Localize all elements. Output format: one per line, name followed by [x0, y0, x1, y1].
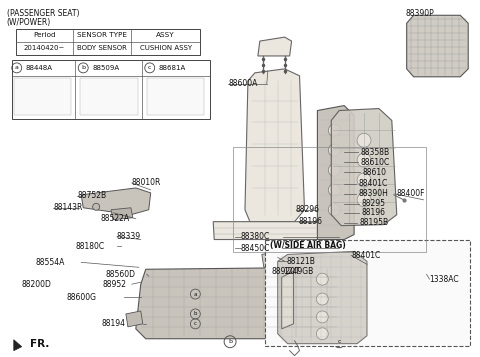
Text: 88752B: 88752B	[77, 191, 107, 200]
Circle shape	[357, 134, 371, 147]
Text: 88196: 88196	[361, 208, 385, 217]
Text: 88401C: 88401C	[358, 180, 387, 188]
Circle shape	[328, 184, 340, 196]
Text: 88952: 88952	[102, 280, 126, 289]
Text: 88180C: 88180C	[75, 242, 105, 251]
Text: 88390P: 88390P	[406, 9, 434, 18]
Text: 88509A: 88509A	[92, 65, 120, 71]
Polygon shape	[258, 37, 291, 56]
Text: c: c	[194, 321, 197, 326]
Text: 88143R: 88143R	[53, 203, 83, 212]
Circle shape	[328, 204, 340, 216]
Text: 88390H: 88390H	[358, 189, 388, 198]
Text: 88681A: 88681A	[158, 65, 186, 71]
Bar	[233, 147, 426, 252]
Text: 88121B: 88121B	[287, 257, 315, 266]
Text: (PASSENGER SEAT): (PASSENGER SEAT)	[7, 9, 79, 18]
Bar	[14, 78, 72, 116]
Text: (W/POWER): (W/POWER)	[7, 18, 51, 27]
Text: BODY SENSOR: BODY SENSOR	[77, 45, 127, 51]
Text: 88448A: 88448A	[26, 65, 53, 71]
Text: 88600A: 88600A	[228, 79, 257, 88]
Circle shape	[328, 144, 340, 156]
Text: b: b	[228, 339, 232, 344]
Text: SENSOR TYPE: SENSOR TYPE	[77, 32, 127, 38]
Text: 88196: 88196	[299, 217, 323, 226]
Text: CUSHION ASSY: CUSHION ASSY	[140, 45, 192, 51]
Polygon shape	[282, 271, 294, 329]
Polygon shape	[136, 267, 339, 339]
Text: 88560D: 88560D	[105, 270, 135, 279]
Polygon shape	[14, 340, 22, 351]
Polygon shape	[245, 69, 304, 222]
Text: a: a	[193, 292, 197, 297]
Circle shape	[316, 311, 328, 323]
Text: 88610: 88610	[362, 167, 386, 177]
Text: FR.: FR.	[30, 339, 49, 349]
Text: 88380C: 88380C	[241, 232, 270, 241]
Bar	[16, 29, 200, 55]
Text: Period: Period	[33, 32, 56, 38]
Text: 88920T: 88920T	[272, 267, 300, 276]
Text: 1338AC: 1338AC	[430, 275, 459, 284]
Text: 88600G: 88600G	[66, 293, 96, 302]
Text: a: a	[15, 65, 19, 70]
Text: 88194: 88194	[101, 320, 125, 328]
Text: 1249GB: 1249GB	[284, 267, 314, 276]
Text: ASSY: ASSY	[156, 32, 175, 38]
Text: 88610C: 88610C	[360, 158, 389, 167]
Text: b: b	[193, 311, 197, 316]
Bar	[265, 240, 470, 346]
Polygon shape	[213, 222, 322, 240]
Text: c: c	[148, 65, 152, 70]
Text: 88401C: 88401C	[351, 251, 380, 260]
Text: b: b	[81, 65, 85, 70]
Circle shape	[328, 164, 340, 176]
Text: 88522A: 88522A	[100, 214, 129, 223]
Polygon shape	[262, 251, 280, 267]
Circle shape	[357, 173, 371, 187]
Text: 88195B: 88195B	[359, 218, 388, 227]
Text: 88010R: 88010R	[132, 178, 161, 187]
Circle shape	[357, 153, 371, 167]
Text: 88200D: 88200D	[22, 280, 51, 289]
Bar	[80, 78, 138, 116]
Circle shape	[328, 125, 340, 136]
Polygon shape	[278, 251, 367, 344]
Polygon shape	[81, 188, 151, 215]
Circle shape	[357, 193, 371, 207]
Text: 88450C: 88450C	[241, 244, 270, 253]
Polygon shape	[111, 208, 133, 220]
Bar	[147, 78, 204, 116]
Circle shape	[316, 273, 328, 285]
Bar	[12, 60, 210, 120]
Circle shape	[316, 293, 328, 305]
Polygon shape	[126, 311, 143, 327]
Text: 88358B: 88358B	[360, 148, 389, 157]
Polygon shape	[407, 15, 468, 77]
Circle shape	[316, 328, 328, 340]
Text: 88295: 88295	[361, 199, 385, 208]
Text: c: c	[337, 339, 341, 344]
Polygon shape	[317, 106, 354, 240]
Text: 88554A: 88554A	[36, 258, 65, 267]
Circle shape	[93, 203, 100, 210]
Text: 20140420~: 20140420~	[24, 45, 65, 51]
Polygon shape	[331, 109, 397, 226]
Text: 88400F: 88400F	[397, 189, 425, 198]
Text: 88339: 88339	[117, 232, 141, 241]
Text: (W/SIDE AIR BAG): (W/SIDE AIR BAG)	[270, 241, 346, 250]
Text: 88296: 88296	[296, 205, 320, 214]
